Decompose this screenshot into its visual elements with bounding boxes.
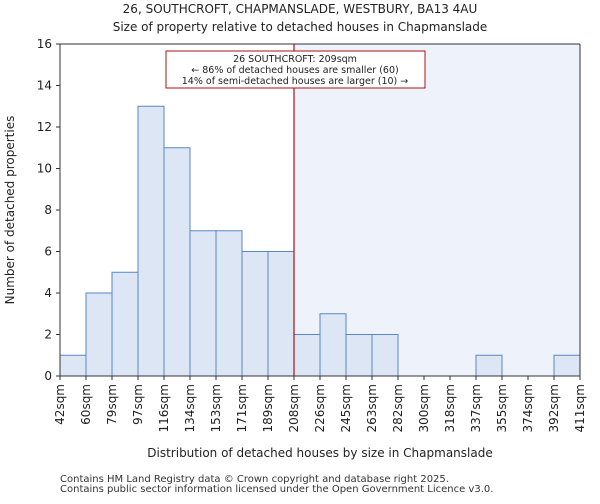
x-tick-label: 245sqm [339, 384, 353, 432]
x-axis-label: Distribution of detached houses by size … [147, 446, 492, 460]
y-tick-label: 8 [44, 203, 52, 217]
y-tick-label: 14 [37, 79, 52, 93]
bar-79sqm [111, 271, 139, 377]
x-tick-label: 208sqm [287, 384, 301, 432]
bar-337sqm [475, 354, 503, 377]
x-tick-label: 374sqm [521, 384, 535, 432]
bar-171sqm [241, 251, 269, 377]
x-tick-label: 282sqm [391, 384, 405, 432]
x-tick-label: 226sqm [313, 384, 327, 432]
x-tick-label: 189sqm [261, 384, 275, 432]
x-tick-label: 392sqm [547, 384, 561, 432]
bar-134sqm [189, 230, 217, 377]
bar-226sqm [319, 313, 347, 377]
chart-title: 26, SOUTHCROFT, CHAPMANSLADE, WESTBURY, … [123, 2, 478, 16]
annotation-frame [165, 50, 426, 89]
x-tick-label: 300sqm [417, 384, 431, 432]
footer-licence: Contains public sector information licen… [60, 484, 494, 495]
y-tick-label: 2 [44, 328, 52, 342]
bar-245sqm [345, 334, 373, 377]
x-tick-label: 318sqm [443, 384, 457, 432]
y-tick-label: 16 [37, 37, 52, 51]
x-tick-label: 355sqm [495, 384, 509, 432]
x-tick-label: 79sqm [105, 384, 119, 425]
bar-42sqm [59, 354, 87, 377]
bar-392sqm [553, 354, 581, 377]
annotation-line-1: 26 SOUTHCROFT: 209sqm [233, 54, 357, 65]
x-tick-label: 97sqm [131, 384, 145, 425]
bar-116sqm [163, 147, 191, 377]
x-tick-label: 411sqm [573, 384, 587, 432]
annotation-line-3: 14% of semi-detached houses are larger (… [182, 76, 409, 87]
bar-153sqm [215, 230, 243, 377]
annotation-line-2: ← 86% of detached houses are smaller (60… [191, 65, 398, 76]
y-tick-label: 0 [44, 369, 52, 383]
footer-copyright: Contains HM Land Registry data © Crown c… [60, 474, 449, 485]
bar-189sqm [267, 251, 295, 377]
x-tick-label: 153sqm [209, 384, 223, 432]
chart-subtitle: Size of property relative to detached ho… [113, 20, 488, 34]
y-tick-label: 4 [44, 286, 52, 300]
y-tick-label: 10 [37, 162, 52, 176]
bar-97sqm [137, 105, 165, 377]
x-tick-label: 263sqm [365, 384, 379, 432]
x-tick-label: 337sqm [469, 384, 483, 432]
x-tick-label: 42sqm [53, 384, 67, 425]
y-tick-label: 12 [37, 120, 52, 134]
bar-208sqm [293, 334, 321, 377]
x-tick-label: 116sqm [157, 384, 171, 432]
bar-263sqm [371, 334, 399, 377]
annotation-box: 26 SOUTHCROFT: 209sqm ← 86% of detached … [165, 50, 426, 89]
x-tick-label: 60sqm [79, 384, 93, 425]
y-tick-label: 6 [44, 245, 52, 259]
bar-60sqm [85, 292, 113, 377]
x-tick-label: 134sqm [183, 384, 197, 432]
y-axis-label: Number of detached properties [3, 116, 17, 305]
x-tick-label: 171sqm [235, 384, 249, 432]
